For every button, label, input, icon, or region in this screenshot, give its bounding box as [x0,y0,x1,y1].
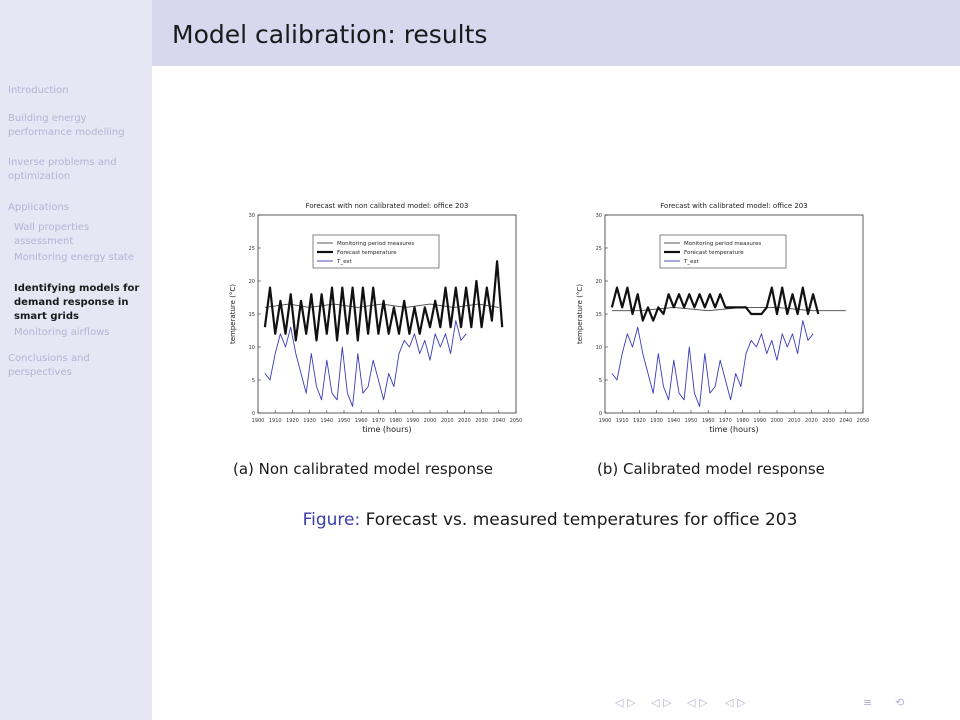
sidebar: Introduction Building energy performance… [0,0,152,720]
x-tick-label: 1970 [372,418,385,424]
subcaption-a: (a) Non calibrated model response [233,460,493,478]
x-tick-label: 1940 [667,418,680,424]
y-tick-label: 30 [249,213,255,219]
series-line-2 [264,320,467,407]
sidebar-item-introduction[interactable]: Introduction [8,85,69,96]
chart-title: Forecast with calibrated model: office 2… [660,202,807,210]
x-tick-label: 1960 [702,418,715,424]
subcaption-b: (b) Calibrated model response [597,460,825,478]
x-tick-label: 2010 [441,418,454,424]
x-tick-label: 2000 [771,418,784,424]
x-tick-label: 1910 [269,418,282,424]
align-icon[interactable]: ≡ [863,696,873,709]
legend: Monitoring period measures Forecast tempe… [312,234,440,269]
x-axis-label: time (hours) [362,425,411,434]
section-prev-icon[interactable]: ◁ [687,696,696,709]
frame-prev-icon[interactable]: ◁ [651,696,660,709]
x-tick-label: 1980 [736,418,749,424]
legend: Monitoring period measures Forecast tempe… [659,234,787,269]
chart-calibrated: Forecast with calibrated model: office 2… [576,202,870,434]
y-tick-label: 10 [596,345,602,351]
legend-label-2: T_ext [336,259,353,265]
y-tick-label: 25 [249,246,255,252]
x-tick-label: 1910 [616,418,629,424]
sidebar-item-identifying-models[interactable]: Identifying models for demand response i… [14,283,140,322]
series-line-0 [611,306,846,312]
y-tick-label: 30 [596,213,602,219]
x-tick-label: 2020 [805,418,818,424]
x-tick-label: 2040 [839,418,852,424]
series-line-1 [263,260,504,342]
figure-caption: Figure: Forecast vs. measured temperatur… [0,510,960,530]
x-tick-label: 2050 [857,418,870,424]
x-tick-label: 1950 [685,418,698,424]
x-tick-label: 2000 [424,418,437,424]
sidebar-item-inverse-problems[interactable]: Inverse problems and optimization [8,157,117,182]
series-line-1 [610,286,820,322]
sidebar-item-wall-properties[interactable]: Wall properties assessment [14,222,90,247]
x-tick-label: 1980 [389,418,402,424]
legend-label-1: Forecast temperature [337,250,397,256]
x-tick-label: 1940 [320,418,333,424]
x-tick-label: 1990 [406,418,419,424]
slide-next-icon[interactable]: ▷ [627,696,636,709]
x-tick-label: 1900 [599,418,612,424]
x-tick-label: 2030 [475,418,488,424]
sidebar-item-conclusions[interactable]: Conclusions and perspectives [8,353,90,378]
legend-box [312,234,440,269]
x-tick-label: 1960 [355,418,368,424]
x-tick-label: 1950 [338,418,351,424]
x-tick-label: 1920 [286,418,299,424]
y-tick-label: 0 [599,411,602,417]
legend-label-0: Monitoring period measures [337,241,414,247]
x-tick-label: 1930 [303,418,316,424]
x-tick-label: 1990 [753,418,766,424]
x-tick-label: 2040 [492,418,505,424]
y-tick-label: 5 [252,378,255,384]
subsection-prev-icon[interactable]: ◁ [725,696,734,709]
y-tick-label: 20 [596,279,602,285]
y-tick-label: 0 [252,411,255,417]
series-line-2 [611,320,814,407]
y-tick-label: 5 [599,378,602,384]
y-tick-label: 20 [249,279,255,285]
legend-box [659,234,787,269]
x-tick-label: 2050 [510,418,523,424]
sidebar-item-monitoring-energy[interactable]: Monitoring energy state [14,252,135,263]
slide-header: Model calibration: results [152,0,960,66]
x-tick-label: 1930 [650,418,663,424]
y-tick-label: 10 [249,345,255,351]
sidebar-item-monitoring-airflows[interactable]: Monitoring airflows [14,327,110,338]
x-tick-label: 2030 [822,418,835,424]
slide-title: Model calibration: results [172,20,488,49]
y-tick-label: 15 [596,312,602,318]
legend-label-2: T_ext [683,259,700,265]
chart-non-calibrated: Forecast with non calibrated model: offi… [229,202,523,434]
section-next-icon[interactable]: ▷ [699,696,708,709]
y-axis-label: temperature (°C) [576,284,584,344]
legend-label-1: Forecast temperature [684,250,744,256]
x-axis-label: time (hours) [709,425,758,434]
x-tick-label: 1920 [633,418,646,424]
x-tick-label: 2010 [788,418,801,424]
y-axis-label: temperature (°C) [229,284,237,344]
figure-caption-text: Forecast vs. measured temperatures for o… [365,510,798,530]
x-tick-label: 2020 [458,418,471,424]
y-tick-label: 15 [249,312,255,318]
zoom-icon[interactable]: ⟲ [895,696,905,709]
figure-label: Figure: [302,510,361,530]
x-tick-label: 1970 [719,418,732,424]
sidebar-item-building-energy[interactable]: Building energy performance modelling [8,113,125,138]
slide-prev-icon[interactable]: ◁ [615,696,624,709]
frame-next-icon[interactable]: ▷ [663,696,672,709]
chart-title: Forecast with non calibrated model: offi… [306,202,469,210]
x-tick-label: 1900 [252,418,265,424]
legend-label-0: Monitoring period measures [684,241,761,247]
y-tick-label: 25 [596,246,602,252]
subsection-next-icon[interactable]: ▷ [737,696,746,709]
sidebar-item-applications[interactable]: Applications [8,202,70,213]
